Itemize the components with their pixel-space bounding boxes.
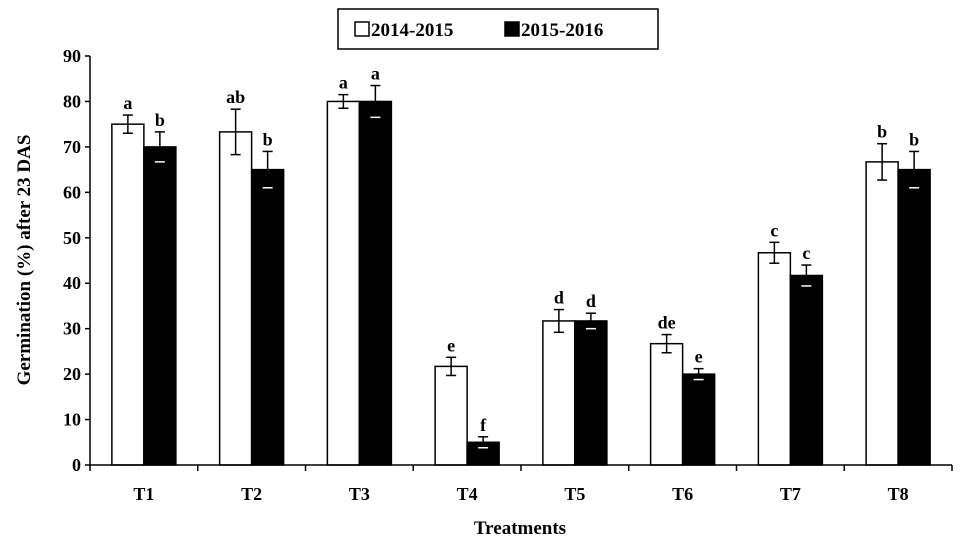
- y-tick-label-90: 90: [63, 46, 81, 66]
- y-axis-title: Germination (%) after 23 DAS: [14, 135, 35, 386]
- bar-2014-2015-T5: [542, 320, 576, 466]
- legend-label-2014-2015: 2014-2015: [371, 20, 453, 41]
- legend-box: [337, 8, 659, 50]
- y-tick-label-20: 20: [63, 364, 81, 384]
- y-tick-label-50: 50: [63, 228, 81, 248]
- significance-label-2015-2016-T4: f: [480, 415, 487, 435]
- legend-swatch-2014-2015: [354, 21, 370, 37]
- y-tick-label-60: 60: [63, 182, 81, 202]
- bar-2015-2016-T1: [143, 146, 177, 466]
- legend-label-2015-2016: 2015-2016: [521, 20, 603, 41]
- bar-2014-2015-T6: [649, 342, 684, 466]
- bar-2014-2015-T1: [111, 123, 145, 466]
- significance-label-2015-2016-T3: a: [371, 64, 380, 84]
- significance-label-2015-2016-T6: e: [695, 347, 703, 367]
- bar-2014-2015-T2: [218, 131, 253, 466]
- bar-2014-2015-T8: [865, 161, 899, 466]
- significance-label-2015-2016-T1: b: [155, 110, 165, 130]
- y-tick-label-10: 10: [63, 410, 81, 430]
- significance-label-2015-2016-T2: b: [263, 129, 273, 149]
- bar-2014-2015-T3: [326, 100, 361, 466]
- significance-label-2014-2015-T8: b: [877, 122, 887, 142]
- bar-2014-2015-T4: [434, 365, 468, 466]
- legend-swatch-2015-2016: [504, 21, 520, 37]
- bar-2014-2015-T7: [757, 252, 792, 466]
- x-tick-label-T5: T5: [564, 484, 585, 504]
- y-tick-label-70: 70: [63, 137, 81, 157]
- significance-label-2015-2016-T7: c: [802, 243, 810, 263]
- significance-label-2014-2015-T5: d: [554, 288, 564, 308]
- axes: 0 10 20 30 40 50 60 70 80 90 T1 T2 T3 T4 T5 T6 T7 T8: [63, 46, 953, 504]
- x-tick-label-T4: T4: [457, 484, 478, 504]
- y-tick-label-30: 30: [63, 319, 81, 339]
- x-axis-title: Treatments: [474, 518, 566, 539]
- bar-2015-2016-T5: [574, 320, 608, 466]
- bar-2015-2016-T6: [681, 373, 716, 466]
- significance-label-2014-2015-T6: de: [658, 313, 676, 333]
- bar-2015-2016-T3: [358, 100, 393, 466]
- significance-label-2014-2015-T2: ab: [226, 87, 245, 107]
- y-tick-label-0: 0: [72, 455, 81, 475]
- significance-label-2015-2016-T5: d: [586, 291, 596, 311]
- x-tick-label-T7: T7: [780, 484, 801, 504]
- legend: 2014-2015 2015-2016: [337, 8, 659, 50]
- x-tick-label-T2: T2: [241, 484, 262, 504]
- bar-2015-2016-T7: [789, 274, 824, 466]
- bar-2015-2016-T2: [250, 168, 285, 466]
- y-tick-label-80: 80: [63, 91, 81, 111]
- x-tick-label-T1: T1: [133, 484, 154, 504]
- x-tick-label-T6: T6: [672, 484, 693, 504]
- y-tick-label-40: 40: [63, 273, 81, 293]
- significance-label-2015-2016-T8: b: [909, 129, 919, 149]
- x-tick-label-T8: T8: [888, 484, 909, 504]
- significance-label-2014-2015-T3: a: [339, 73, 348, 93]
- significance-label-2014-2015-T1: a: [123, 93, 132, 113]
- significance-label-2014-2015-T7: c: [770, 220, 778, 240]
- significance-label-2014-2015-T4: e: [447, 335, 455, 355]
- x-tick-label-T3: T3: [349, 484, 370, 504]
- bar-2015-2016-T8: [897, 168, 931, 466]
